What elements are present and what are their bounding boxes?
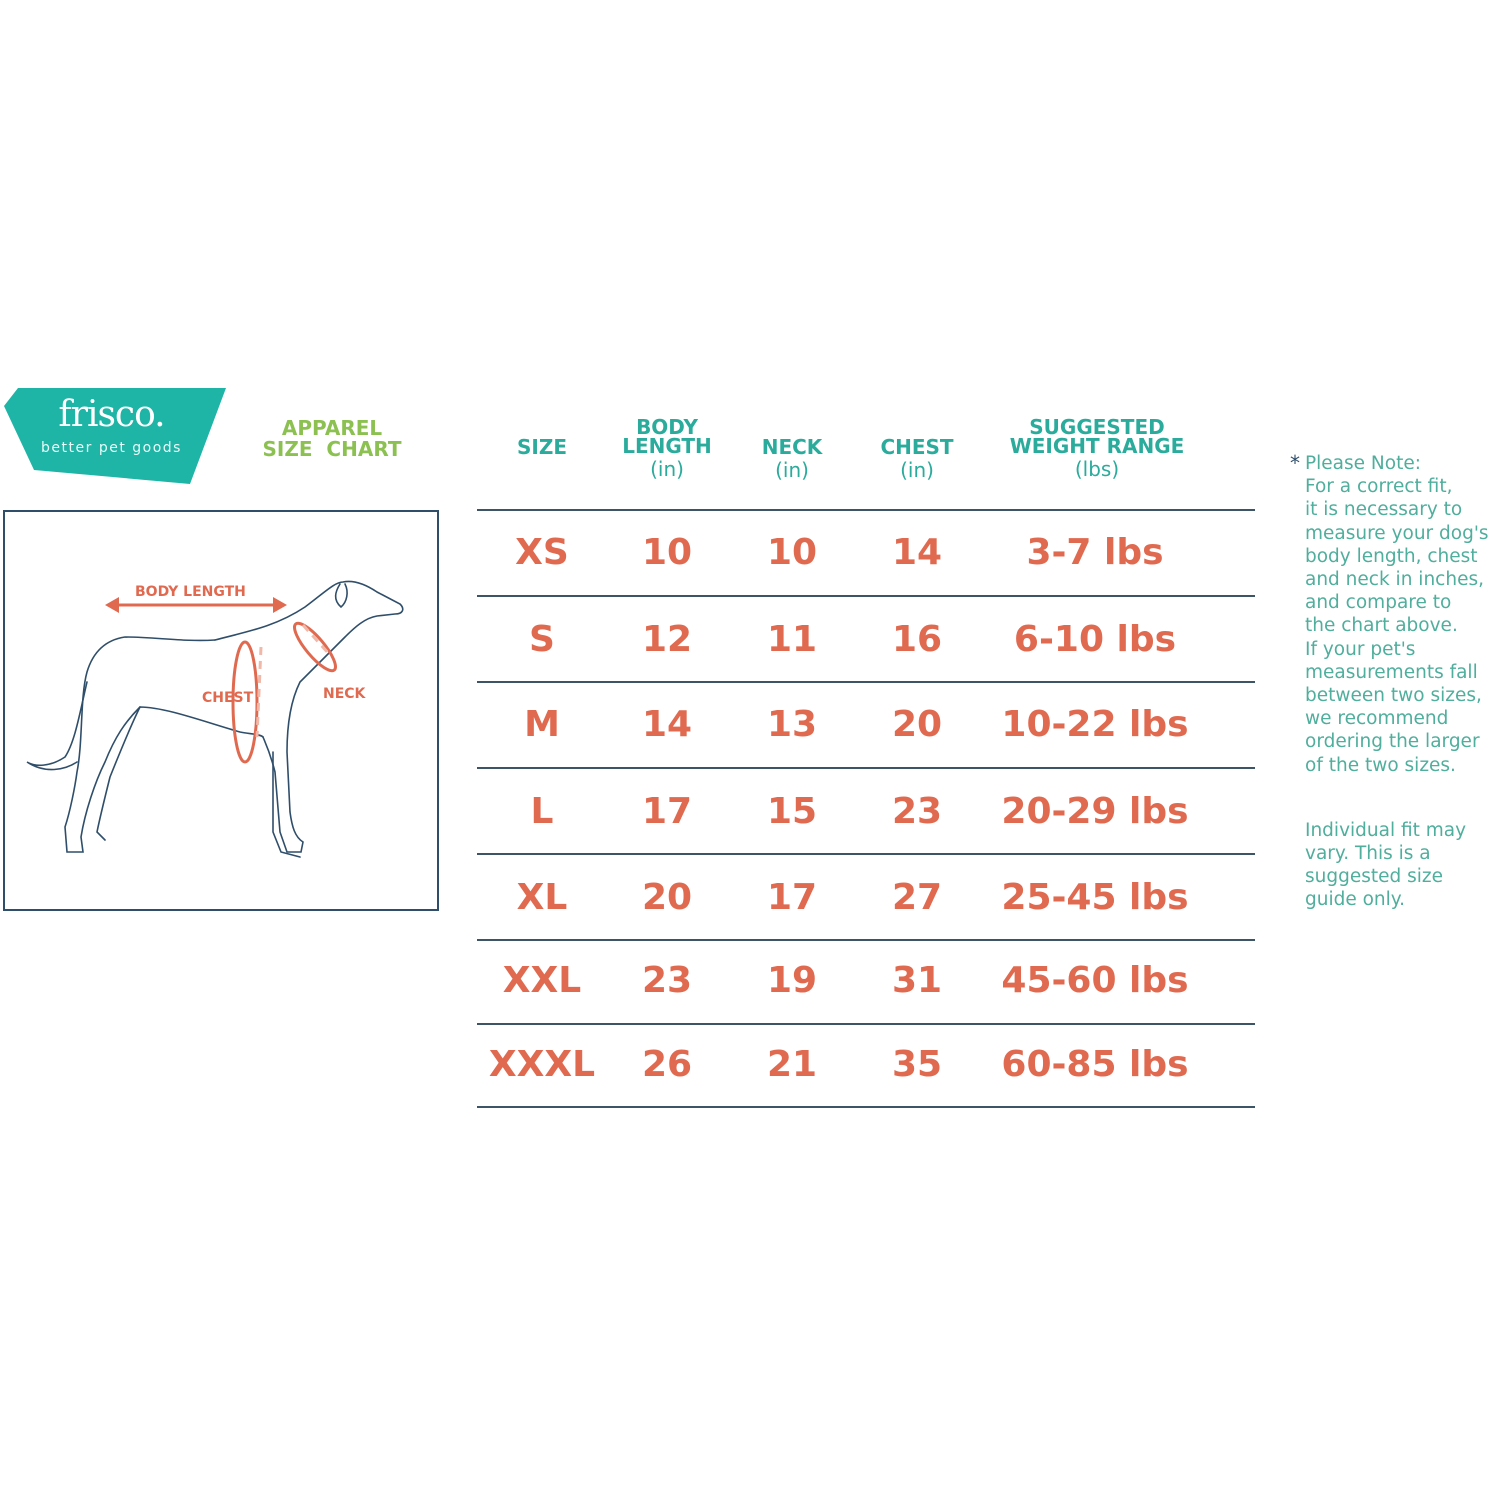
note-text: Please Note: For a correct fit, it is ne… bbox=[1305, 453, 1489, 776]
row-divider bbox=[477, 595, 1255, 597]
size-cell: M bbox=[524, 704, 560, 745]
weight-range-cell: 45-60 lbs bbox=[1001, 960, 1189, 1001]
frisco-logo: frisco. better pet goods bbox=[4, 388, 226, 484]
weight-range-cell: 25-45 lbs bbox=[1001, 877, 1189, 918]
size-cell: XXXL bbox=[488, 1044, 596, 1085]
weight-range-cell: 20-29 lbs bbox=[1001, 791, 1189, 832]
title-line-2: SIZE CHART bbox=[262, 437, 402, 461]
chest-measure: CHEST bbox=[202, 640, 263, 764]
chest-cell: 14 bbox=[891, 532, 943, 573]
body-length-label: BODY LENGTH bbox=[135, 584, 246, 600]
chest-cell: 35 bbox=[891, 1044, 943, 1085]
chest-label: CHEST bbox=[202, 690, 254, 706]
body-length-cell: 17 bbox=[641, 791, 693, 832]
weight-range-cell: 10-22 lbs bbox=[1001, 704, 1189, 745]
size-cell: S bbox=[529, 619, 555, 660]
header-body-length: BODY LENGTH (in) bbox=[607, 415, 727, 481]
neck-label: NECK bbox=[323, 686, 367, 702]
body-length-cell: 26 bbox=[641, 1044, 693, 1085]
row-divider bbox=[477, 1106, 1255, 1108]
header-chest: CHEST (in) bbox=[817, 435, 1017, 482]
header-unit: (in) bbox=[650, 457, 684, 481]
logo-badge-shape bbox=[4, 388, 226, 484]
header-neck: NECK (in) bbox=[692, 435, 892, 482]
neck-cell: 17 bbox=[766, 877, 818, 918]
header-size: SIZE bbox=[442, 435, 642, 459]
fit-note: * Please Note: For a correct fit, it is … bbox=[1290, 451, 1500, 912]
neck-cell: 11 bbox=[766, 619, 818, 660]
row-divider bbox=[477, 939, 1255, 941]
chest-cell: 20 bbox=[891, 704, 943, 745]
chest-cell: 31 bbox=[891, 960, 943, 1001]
header-unit: (in) bbox=[900, 458, 934, 482]
header-label: NECK bbox=[761, 435, 823, 459]
body-length-cell: 20 bbox=[641, 877, 693, 918]
weight-range-cell: 6-10 lbs bbox=[1013, 619, 1177, 660]
chest-cell: 16 bbox=[891, 619, 943, 660]
logo-name: frisco. bbox=[58, 394, 165, 435]
size-cell: XXL bbox=[502, 960, 582, 1001]
weight-range-cell: 3-7 lbs bbox=[1026, 532, 1164, 573]
dog-measurement-diagram: BODY LENGTH CHEST NECK bbox=[3, 510, 439, 911]
neck-cell: 15 bbox=[766, 791, 818, 832]
row-divider bbox=[477, 681, 1255, 683]
body-length-cell: 12 bbox=[641, 619, 693, 660]
asterisk: * bbox=[1290, 451, 1300, 475]
row-divider bbox=[477, 1023, 1255, 1025]
row-divider bbox=[477, 853, 1255, 855]
neck-cell: 13 bbox=[766, 704, 818, 745]
body-length-cell: 14 bbox=[641, 704, 693, 745]
header-unit: (in) bbox=[775, 458, 809, 482]
neck-cell: 21 bbox=[766, 1044, 818, 1085]
note-disclaimer: Individual fit may vary. This is a sugge… bbox=[1305, 819, 1467, 911]
chest-cell: 27 bbox=[891, 877, 943, 918]
neck-measure: NECK bbox=[293, 621, 367, 702]
title-line-1: APPAREL bbox=[281, 416, 383, 440]
body-length-cell: 23 bbox=[641, 960, 693, 1001]
neck-cell: 19 bbox=[766, 960, 818, 1001]
header-weight-range: SUGGESTED WEIGHT RANGE (lbs) bbox=[1002, 415, 1192, 481]
size-cell: L bbox=[530, 791, 554, 832]
row-divider bbox=[477, 509, 1255, 511]
dog-outline bbox=[26, 580, 404, 858]
body-length-arrow: BODY LENGTH bbox=[105, 584, 287, 613]
page-title: APPAREL SIZE CHART bbox=[262, 418, 402, 460]
header-label: BODY LENGTH bbox=[622, 415, 712, 458]
body-length-cell: 10 bbox=[641, 532, 693, 573]
neck-cell: 10 bbox=[766, 532, 818, 573]
size-cell: XS bbox=[515, 532, 569, 573]
header-unit: (lbs) bbox=[1074, 457, 1120, 481]
dog-illustration: BODY LENGTH CHEST NECK bbox=[26, 580, 404, 858]
header-label: SUGGESTED WEIGHT RANGE bbox=[1009, 415, 1185, 458]
size-cell: XL bbox=[516, 877, 568, 918]
logo-tagline: better pet goods bbox=[41, 440, 182, 456]
header-label: CHEST bbox=[880, 435, 954, 459]
row-divider bbox=[477, 767, 1255, 769]
weight-range-cell: 60-85 lbs bbox=[1001, 1044, 1189, 1085]
header-label: SIZE bbox=[516, 435, 567, 459]
chest-cell: 23 bbox=[891, 791, 943, 832]
